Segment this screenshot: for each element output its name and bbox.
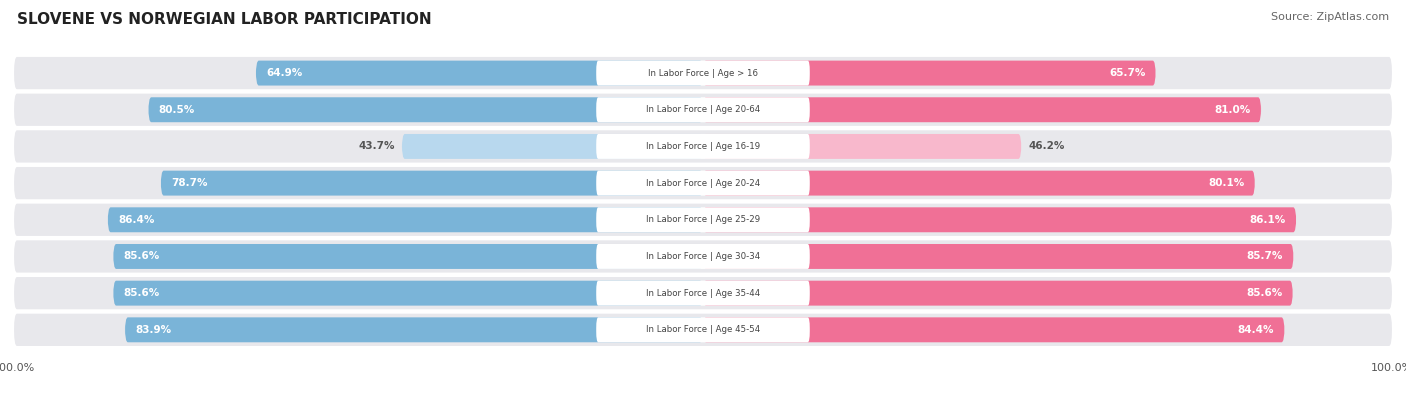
FancyBboxPatch shape bbox=[402, 134, 703, 159]
FancyBboxPatch shape bbox=[125, 317, 703, 342]
FancyBboxPatch shape bbox=[596, 97, 810, 122]
FancyBboxPatch shape bbox=[160, 171, 703, 196]
Text: 81.0%: 81.0% bbox=[1215, 105, 1251, 115]
Text: 85.7%: 85.7% bbox=[1247, 252, 1284, 261]
FancyBboxPatch shape bbox=[14, 94, 1392, 126]
FancyBboxPatch shape bbox=[703, 171, 1254, 196]
Text: In Labor Force | Age 45-54: In Labor Force | Age 45-54 bbox=[645, 325, 761, 334]
Text: 86.1%: 86.1% bbox=[1250, 215, 1286, 225]
Text: 64.9%: 64.9% bbox=[266, 68, 302, 78]
FancyBboxPatch shape bbox=[596, 134, 810, 159]
FancyBboxPatch shape bbox=[703, 60, 1156, 86]
FancyBboxPatch shape bbox=[703, 134, 1021, 159]
Text: 85.6%: 85.6% bbox=[1246, 288, 1282, 298]
Text: In Labor Force | Age 20-64: In Labor Force | Age 20-64 bbox=[645, 105, 761, 114]
FancyBboxPatch shape bbox=[108, 207, 703, 232]
Text: In Labor Force | Age > 16: In Labor Force | Age > 16 bbox=[648, 69, 758, 77]
FancyBboxPatch shape bbox=[703, 97, 1261, 122]
Text: SLOVENE VS NORWEGIAN LABOR PARTICIPATION: SLOVENE VS NORWEGIAN LABOR PARTICIPATION bbox=[17, 12, 432, 27]
FancyBboxPatch shape bbox=[14, 167, 1392, 199]
FancyBboxPatch shape bbox=[703, 244, 1294, 269]
Text: 84.4%: 84.4% bbox=[1237, 325, 1274, 335]
FancyBboxPatch shape bbox=[256, 60, 703, 86]
FancyBboxPatch shape bbox=[703, 207, 1296, 232]
Text: In Labor Force | Age 16-19: In Labor Force | Age 16-19 bbox=[645, 142, 761, 151]
FancyBboxPatch shape bbox=[14, 277, 1392, 309]
FancyBboxPatch shape bbox=[596, 244, 810, 269]
FancyBboxPatch shape bbox=[596, 317, 810, 342]
FancyBboxPatch shape bbox=[149, 97, 703, 122]
FancyBboxPatch shape bbox=[114, 244, 703, 269]
Text: 86.4%: 86.4% bbox=[118, 215, 155, 225]
Text: 43.7%: 43.7% bbox=[359, 141, 395, 151]
FancyBboxPatch shape bbox=[14, 240, 1392, 273]
Text: In Labor Force | Age 35-44: In Labor Force | Age 35-44 bbox=[645, 289, 761, 298]
FancyBboxPatch shape bbox=[14, 204, 1392, 236]
FancyBboxPatch shape bbox=[596, 207, 810, 232]
Text: 46.2%: 46.2% bbox=[1028, 141, 1064, 151]
FancyBboxPatch shape bbox=[14, 130, 1392, 163]
Text: 85.6%: 85.6% bbox=[124, 288, 160, 298]
FancyBboxPatch shape bbox=[14, 314, 1392, 346]
Text: 85.6%: 85.6% bbox=[124, 252, 160, 261]
FancyBboxPatch shape bbox=[596, 171, 810, 196]
Text: 83.9%: 83.9% bbox=[135, 325, 172, 335]
Text: 80.5%: 80.5% bbox=[159, 105, 195, 115]
Text: In Labor Force | Age 20-24: In Labor Force | Age 20-24 bbox=[645, 179, 761, 188]
FancyBboxPatch shape bbox=[703, 317, 1285, 342]
FancyBboxPatch shape bbox=[114, 281, 703, 306]
FancyBboxPatch shape bbox=[14, 57, 1392, 89]
FancyBboxPatch shape bbox=[596, 60, 810, 86]
Text: Source: ZipAtlas.com: Source: ZipAtlas.com bbox=[1271, 12, 1389, 22]
Text: In Labor Force | Age 25-29: In Labor Force | Age 25-29 bbox=[645, 215, 761, 224]
Text: 65.7%: 65.7% bbox=[1109, 68, 1146, 78]
Text: 78.7%: 78.7% bbox=[172, 178, 208, 188]
FancyBboxPatch shape bbox=[703, 281, 1292, 306]
Text: In Labor Force | Age 30-34: In Labor Force | Age 30-34 bbox=[645, 252, 761, 261]
FancyBboxPatch shape bbox=[596, 281, 810, 306]
Text: 80.1%: 80.1% bbox=[1208, 178, 1244, 188]
